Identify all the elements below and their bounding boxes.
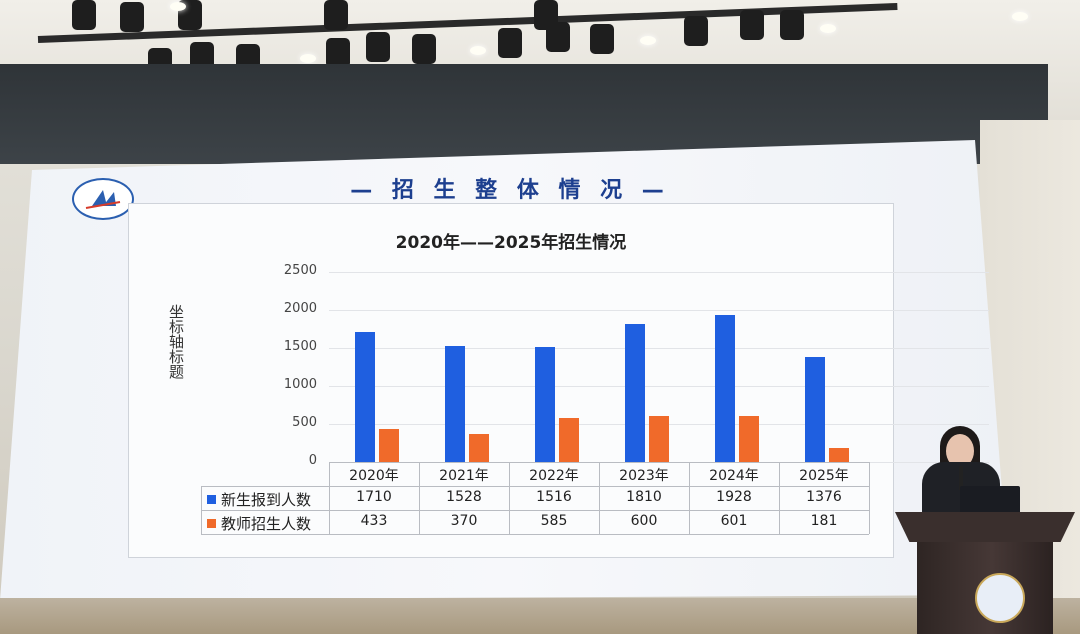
microphone-icon bbox=[959, 466, 963, 490]
y-tick-label: 2000 bbox=[283, 301, 317, 316]
category-label: 2024年 bbox=[709, 468, 759, 484]
y-tick-label: 500 bbox=[292, 415, 317, 430]
legend-swatch bbox=[207, 519, 216, 528]
data-label: 1516 bbox=[536, 489, 572, 505]
y-tick-label: 1500 bbox=[283, 339, 317, 354]
y-tick-label: 2500 bbox=[283, 263, 317, 278]
category-label: 2022年 bbox=[529, 468, 579, 484]
bar-teacher-recruits bbox=[469, 433, 489, 462]
y-tick-label: 1000 bbox=[283, 377, 317, 392]
table-rule bbox=[779, 462, 780, 534]
bar-teacher-recruits bbox=[739, 416, 759, 462]
data-label: 1928 bbox=[716, 489, 752, 505]
legend-label: 教师招生人数 bbox=[221, 515, 312, 533]
data-label: 585 bbox=[540, 513, 568, 529]
ceiling-downlight bbox=[820, 24, 836, 33]
gridline bbox=[329, 386, 989, 387]
data-label: 1810 bbox=[626, 489, 662, 505]
data-label: 600 bbox=[630, 513, 658, 529]
stage-light bbox=[740, 10, 764, 40]
bar-new-students bbox=[715, 315, 735, 462]
legend-swatch bbox=[207, 495, 216, 504]
category-label: 2020年 bbox=[349, 468, 399, 484]
stage-light bbox=[780, 10, 804, 40]
table-rule bbox=[201, 510, 869, 511]
legend-entry: 教师招生人数 bbox=[207, 513, 311, 534]
data-label: 370 bbox=[450, 513, 478, 529]
gridline bbox=[329, 310, 989, 311]
y-axis-label: 坐标轴标题 bbox=[167, 304, 185, 379]
podium-logo-icon bbox=[975, 573, 1025, 623]
stage-light bbox=[498, 28, 522, 58]
bar-new-students bbox=[805, 357, 825, 462]
bar-new-students bbox=[355, 332, 375, 462]
data-label: 601 bbox=[720, 513, 748, 529]
table-rule bbox=[329, 462, 330, 534]
ceiling-downlight bbox=[470, 46, 486, 55]
table-rule bbox=[201, 534, 869, 535]
table-rule bbox=[509, 462, 510, 534]
stage-light bbox=[590, 24, 614, 54]
table-rule bbox=[201, 486, 202, 534]
laptop bbox=[960, 486, 1020, 514]
bar-teacher-recruits bbox=[379, 429, 399, 462]
chart-title: 2020年——2025年招生情况 bbox=[395, 233, 627, 253]
stage-light bbox=[546, 22, 570, 52]
data-label: 1710 bbox=[356, 489, 392, 505]
slide-title: — 招 生 整 体 情 况 — bbox=[350, 178, 670, 203]
bar-new-students bbox=[535, 346, 555, 462]
stage-light bbox=[72, 0, 96, 30]
stage-light bbox=[412, 34, 436, 64]
y-tick-label: 0 bbox=[308, 453, 317, 468]
ceiling-downlight bbox=[1012, 12, 1028, 21]
bar-new-students bbox=[625, 324, 645, 462]
gridline bbox=[329, 348, 989, 349]
ceiling-downlight bbox=[300, 54, 316, 63]
bar-teacher-recruits bbox=[829, 448, 849, 462]
data-label: 1376 bbox=[806, 489, 842, 505]
stage-light bbox=[684, 16, 708, 46]
bar-teacher-recruits bbox=[649, 416, 669, 462]
table-rule bbox=[419, 462, 420, 534]
table-rule bbox=[599, 462, 600, 534]
legend-label: 新生报到人数 bbox=[221, 491, 312, 509]
ceiling-downlight bbox=[170, 2, 186, 11]
table-rule bbox=[201, 486, 869, 487]
category-label: 2023年 bbox=[619, 468, 669, 484]
stage-light bbox=[326, 38, 350, 68]
stage-floor bbox=[0, 598, 1080, 634]
table-rule bbox=[689, 462, 690, 534]
table-rule bbox=[869, 462, 870, 534]
category-label: 2025年 bbox=[799, 468, 849, 484]
data-label: 1528 bbox=[446, 489, 482, 505]
school-logo-icon bbox=[72, 178, 134, 220]
stage-light bbox=[366, 32, 390, 62]
gridline bbox=[329, 272, 989, 273]
stage-light bbox=[324, 0, 348, 30]
bar-new-students bbox=[445, 345, 465, 462]
stage-light bbox=[120, 2, 144, 32]
enrollment-chart: 2020年——2025年招生情况 坐标轴标题 0 500 1000 1500 2000 2… bbox=[128, 203, 989, 558]
category-label: 2021年 bbox=[439, 468, 489, 484]
legend-entry: 新生报到人数 bbox=[207, 489, 311, 510]
podium-top bbox=[895, 512, 1075, 542]
bar-teacher-recruits bbox=[559, 417, 579, 462]
data-label: 181 bbox=[810, 513, 838, 529]
ceiling-downlight bbox=[640, 36, 656, 45]
data-label: 433 bbox=[360, 513, 388, 529]
